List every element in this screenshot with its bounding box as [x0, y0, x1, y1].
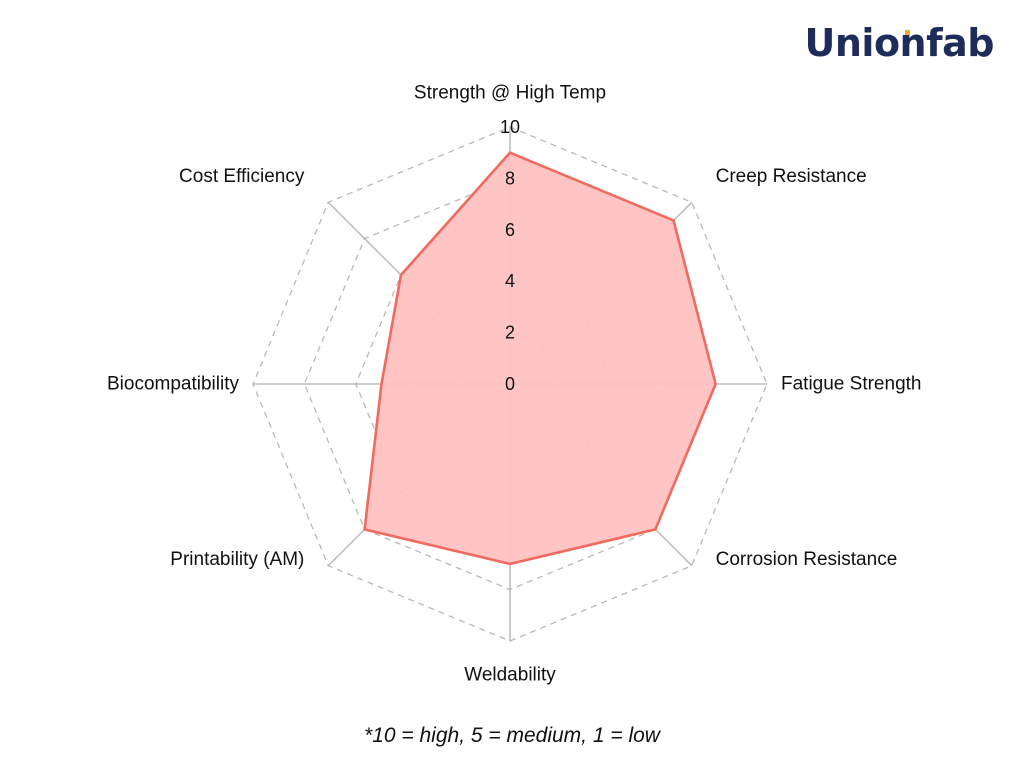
- axis-label-6: Biocompatibility: [107, 374, 239, 395]
- unionfab-logo: Unionfab: [804, 21, 995, 65]
- logo-text: Unionfab: [804, 21, 995, 65]
- axis-label-0: Strength @ High Temp: [414, 83, 606, 104]
- r-tick-label: 6: [505, 220, 515, 240]
- axis-label-3: Corrosion Resistance: [716, 549, 898, 570]
- axis-label-4: Weldability: [464, 665, 556, 686]
- axis-label-2: Fatigue Strength: [781, 374, 921, 395]
- axis-label-5: Printability (AM): [170, 549, 304, 570]
- r-tick-label: 10: [500, 117, 520, 137]
- chart-footnote: *10 = high, 5 = medium, 1 = low: [364, 724, 660, 747]
- r-tick-label: 4: [505, 271, 515, 291]
- r-tick-label: 8: [505, 168, 515, 188]
- series-area-0: [363, 151, 717, 566]
- r-tick-label: 2: [505, 323, 515, 343]
- axis-label-1: Creep Resistance: [716, 166, 867, 187]
- logo-accent-dot: [905, 30, 910, 35]
- axis-label-7: Cost Efficiency: [179, 166, 305, 187]
- r-tick-label: 0: [505, 374, 515, 394]
